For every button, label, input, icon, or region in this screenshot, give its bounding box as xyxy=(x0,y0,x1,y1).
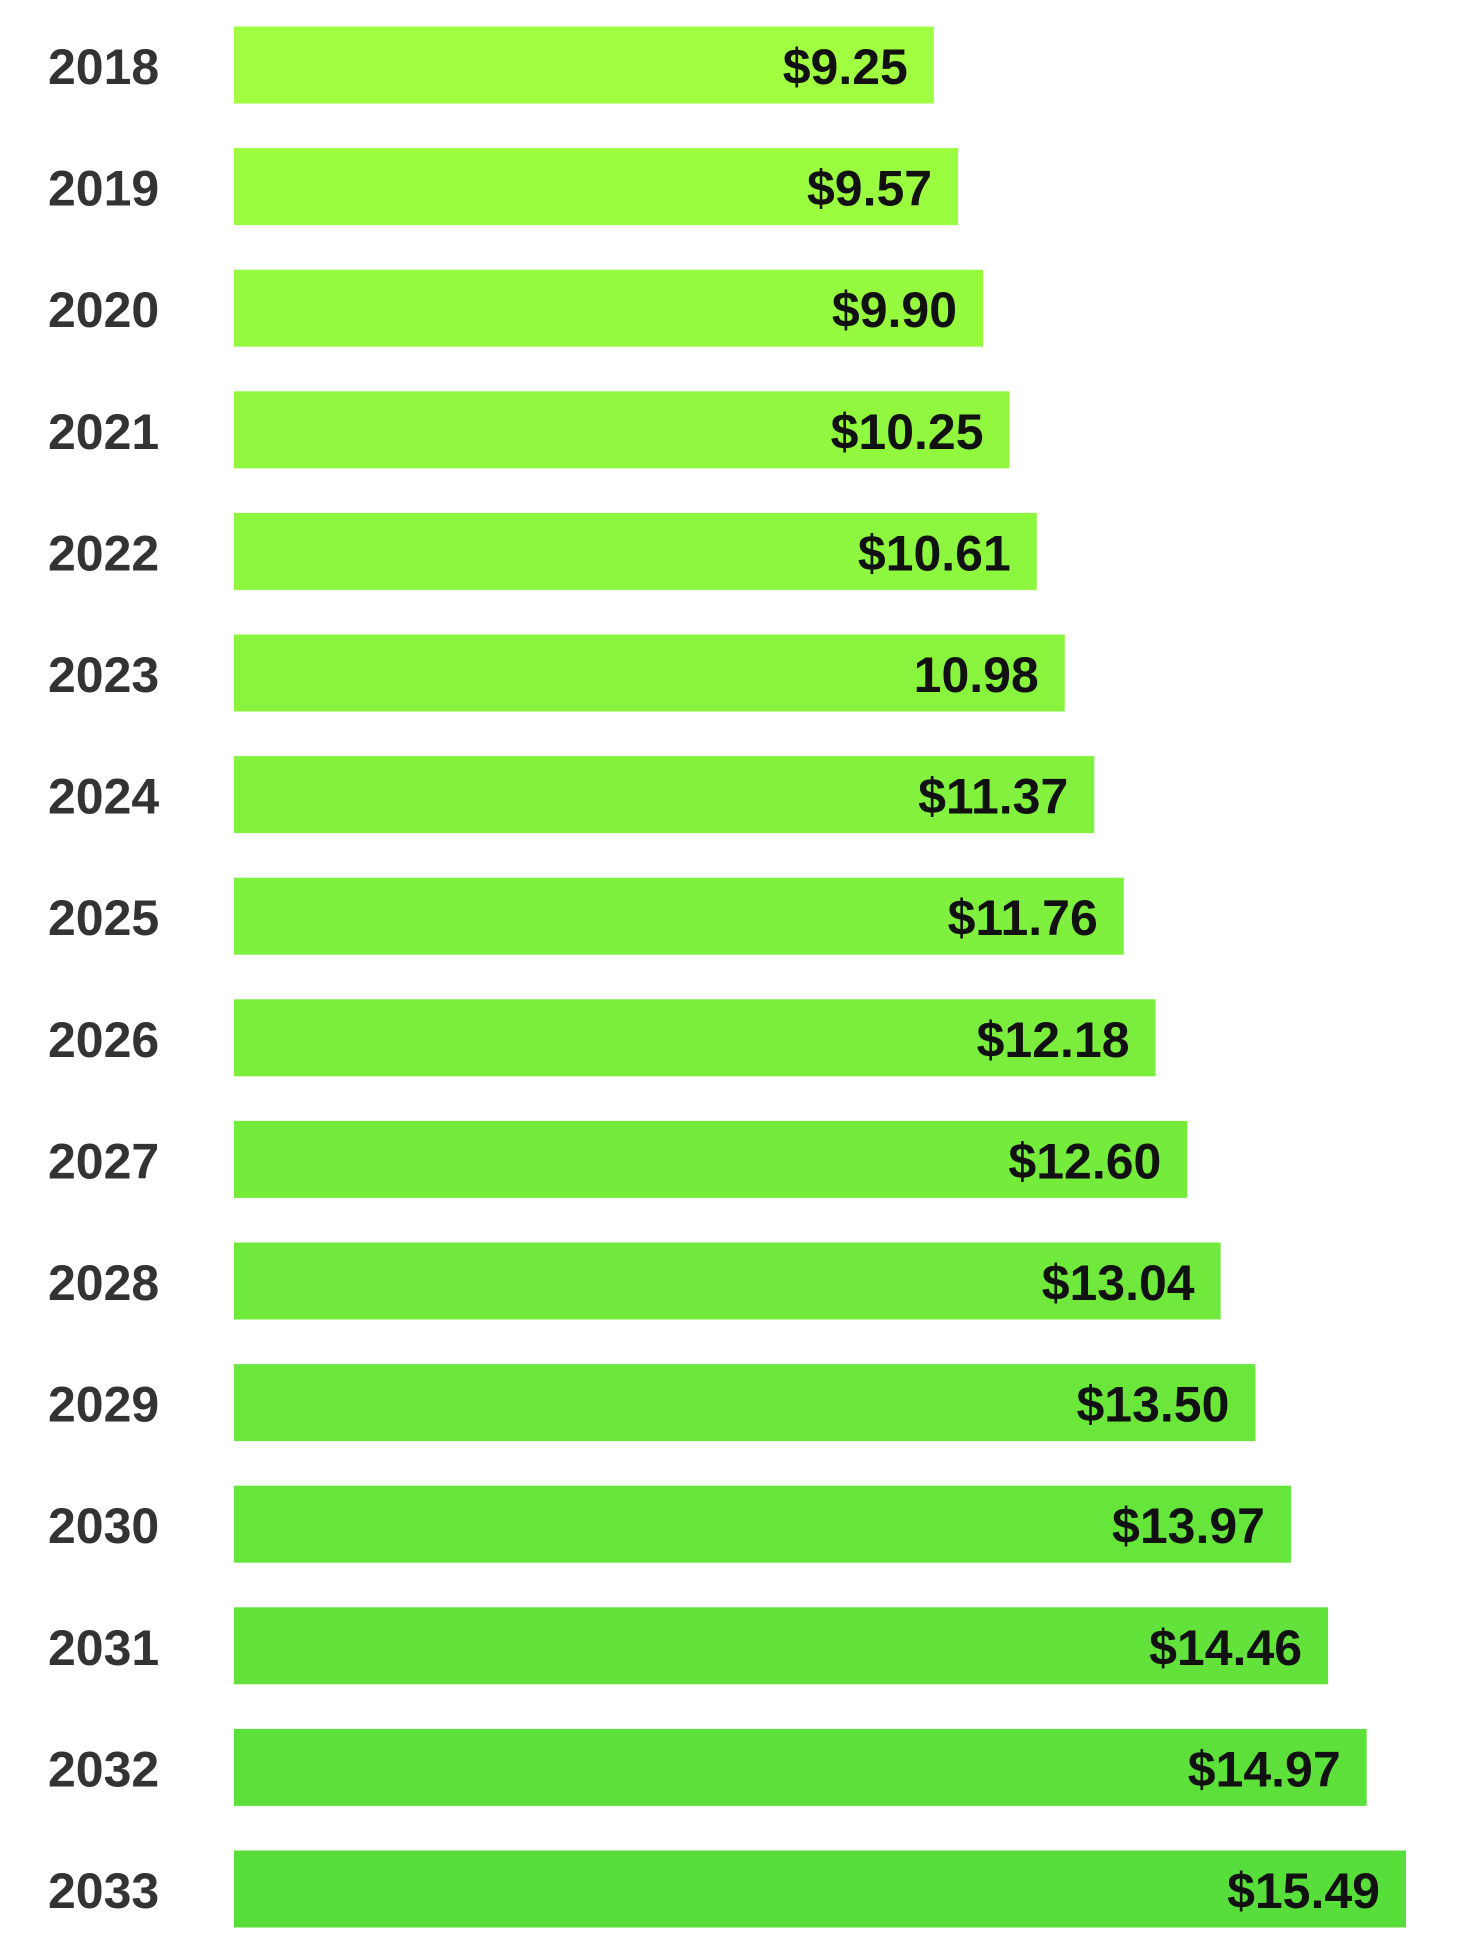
bar xyxy=(234,1485,1291,1563)
value-label: $14.97 xyxy=(1188,1741,1341,1797)
bar xyxy=(234,877,1124,955)
bar xyxy=(234,999,1156,1077)
value-label: $13.04 xyxy=(1042,1255,1195,1311)
bar xyxy=(234,512,1037,590)
bar xyxy=(234,1120,1188,1198)
bar xyxy=(234,1728,1367,1806)
category-label: 2033 xyxy=(48,1863,159,1919)
value-label: $12.18 xyxy=(977,1012,1130,1068)
value-label: $15.49 xyxy=(1227,1863,1380,1919)
value-label: $9.57 xyxy=(807,161,932,217)
category-label: 2021 xyxy=(48,404,159,460)
bar xyxy=(234,26,934,104)
category-label: 2026 xyxy=(48,1012,159,1068)
category-label: 2030 xyxy=(48,1498,159,1554)
category-label: 2022 xyxy=(48,525,159,581)
value-label: 10.98 xyxy=(914,647,1039,703)
value-label: $13.50 xyxy=(1076,1377,1229,1433)
value-label: $10.61 xyxy=(858,525,1011,581)
bar xyxy=(234,1364,1256,1442)
value-label: $9.90 xyxy=(832,282,957,338)
category-label: 2020 xyxy=(48,282,159,338)
category-label: 2027 xyxy=(48,1133,159,1189)
category-label: 2028 xyxy=(48,1255,159,1311)
category-label: 2024 xyxy=(48,769,159,825)
category-label: 2018 xyxy=(48,39,159,95)
value-label: $9.25 xyxy=(783,39,908,95)
bar xyxy=(234,269,984,347)
bar xyxy=(234,1242,1221,1320)
bar xyxy=(234,756,1095,834)
bar xyxy=(234,634,1065,712)
category-label: 2025 xyxy=(48,890,159,946)
category-label: 2032 xyxy=(48,1741,159,1797)
category-label: 2029 xyxy=(48,1377,159,1433)
value-label: $10.25 xyxy=(831,404,984,460)
value-label: $13.97 xyxy=(1112,1498,1265,1554)
value-label: $11.37 xyxy=(918,769,1068,825)
value-label: $14.46 xyxy=(1149,1620,1302,1676)
category-label: 2019 xyxy=(48,161,159,217)
category-label: 2031 xyxy=(48,1620,159,1676)
value-label: $11.76 xyxy=(948,890,1098,946)
bar xyxy=(234,1607,1329,1685)
value-label: $12.60 xyxy=(1008,1133,1161,1189)
bar xyxy=(234,391,1010,469)
category-label: 2023 xyxy=(48,647,159,703)
bar xyxy=(234,148,959,226)
bar xyxy=(234,1850,1406,1928)
